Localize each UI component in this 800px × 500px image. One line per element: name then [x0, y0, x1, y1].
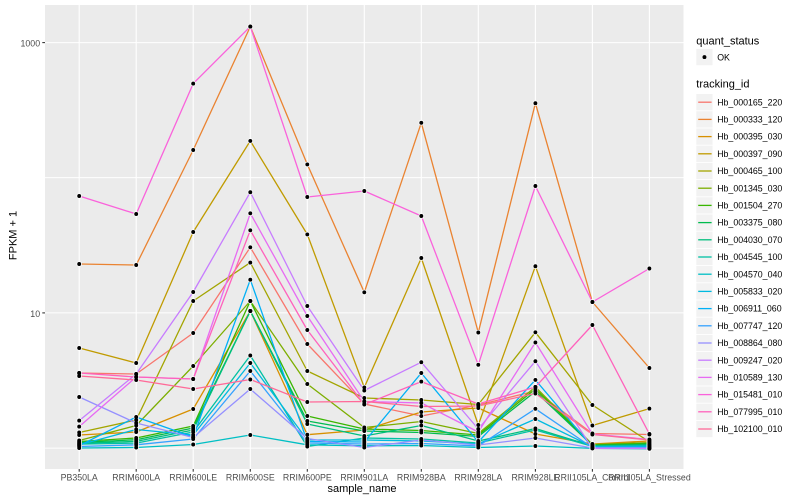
svg-text:Hb_000397_090: Hb_000397_090	[717, 149, 782, 159]
svg-text:Hb_000165_220: Hb_000165_220	[717, 97, 782, 107]
svg-text:Hb_007747_120: Hb_007747_120	[717, 321, 782, 331]
svg-text:Hb_009247_020: Hb_009247_020	[717, 355, 782, 365]
svg-text:sample_name: sample_name	[327, 483, 396, 495]
svg-text:Hb_005833_020: Hb_005833_020	[717, 287, 782, 297]
svg-text:Hb_001504_270: Hb_001504_270	[717, 201, 782, 211]
svg-text:Hb_000465_100: Hb_000465_100	[717, 166, 782, 176]
svg-text:Hb_004545_100: Hb_004545_100	[717, 252, 782, 262]
svg-text:RRII105LA_Control: RRII105LA_Control	[554, 473, 630, 483]
svg-text:Hb_077995_010: Hb_077995_010	[717, 407, 782, 417]
svg-text:quant_status: quant_status	[696, 35, 759, 47]
svg-text:Hb_000333_120: Hb_000333_120	[717, 115, 782, 125]
svg-text:RRIM928BA: RRIM928BA	[397, 473, 446, 483]
svg-text:1000: 1000	[21, 39, 41, 49]
svg-text:OK: OK	[717, 53, 730, 63]
svg-text:Hb_004030_070: Hb_004030_070	[717, 235, 782, 245]
svg-text:Hb_008864_080: Hb_008864_080	[717, 338, 782, 348]
svg-text:RRII105LA_Stressed: RRII105LA_Stressed	[608, 473, 691, 483]
svg-text:Hb_000395_030: Hb_000395_030	[717, 132, 782, 142]
svg-text:Hb_102100_010: Hb_102100_010	[717, 424, 782, 434]
svg-text:PB350LA: PB350LA	[61, 473, 98, 483]
svg-text:FPKM + 1: FPKM + 1	[8, 211, 20, 260]
svg-text:Hb_004570_040: Hb_004570_040	[717, 269, 782, 279]
svg-text:Hb_001345_030: Hb_001345_030	[717, 183, 782, 193]
svg-text:Hb_015481_010: Hb_015481_010	[717, 390, 782, 400]
svg-text:RRIM928LA: RRIM928LA	[454, 473, 502, 483]
svg-text:RRIM600LE: RRIM600LE	[169, 473, 217, 483]
svg-text:RRIM901LA: RRIM901LA	[340, 473, 388, 483]
svg-text:Hb_006911_060: Hb_006911_060	[717, 304, 782, 314]
svg-text:RRIM600PE: RRIM600PE	[283, 473, 332, 483]
svg-text:10: 10	[30, 309, 40, 319]
svg-text:RRIM600LA: RRIM600LA	[112, 473, 160, 483]
svg-text:RRIM928LE: RRIM928LE	[511, 473, 559, 483]
svg-text:tracking_id: tracking_id	[696, 78, 749, 90]
svg-text:RRIM600SE: RRIM600SE	[226, 473, 275, 483]
svg-text:Hb_010589_130: Hb_010589_130	[717, 373, 782, 383]
svg-text:Hb_003375_080: Hb_003375_080	[717, 218, 782, 228]
